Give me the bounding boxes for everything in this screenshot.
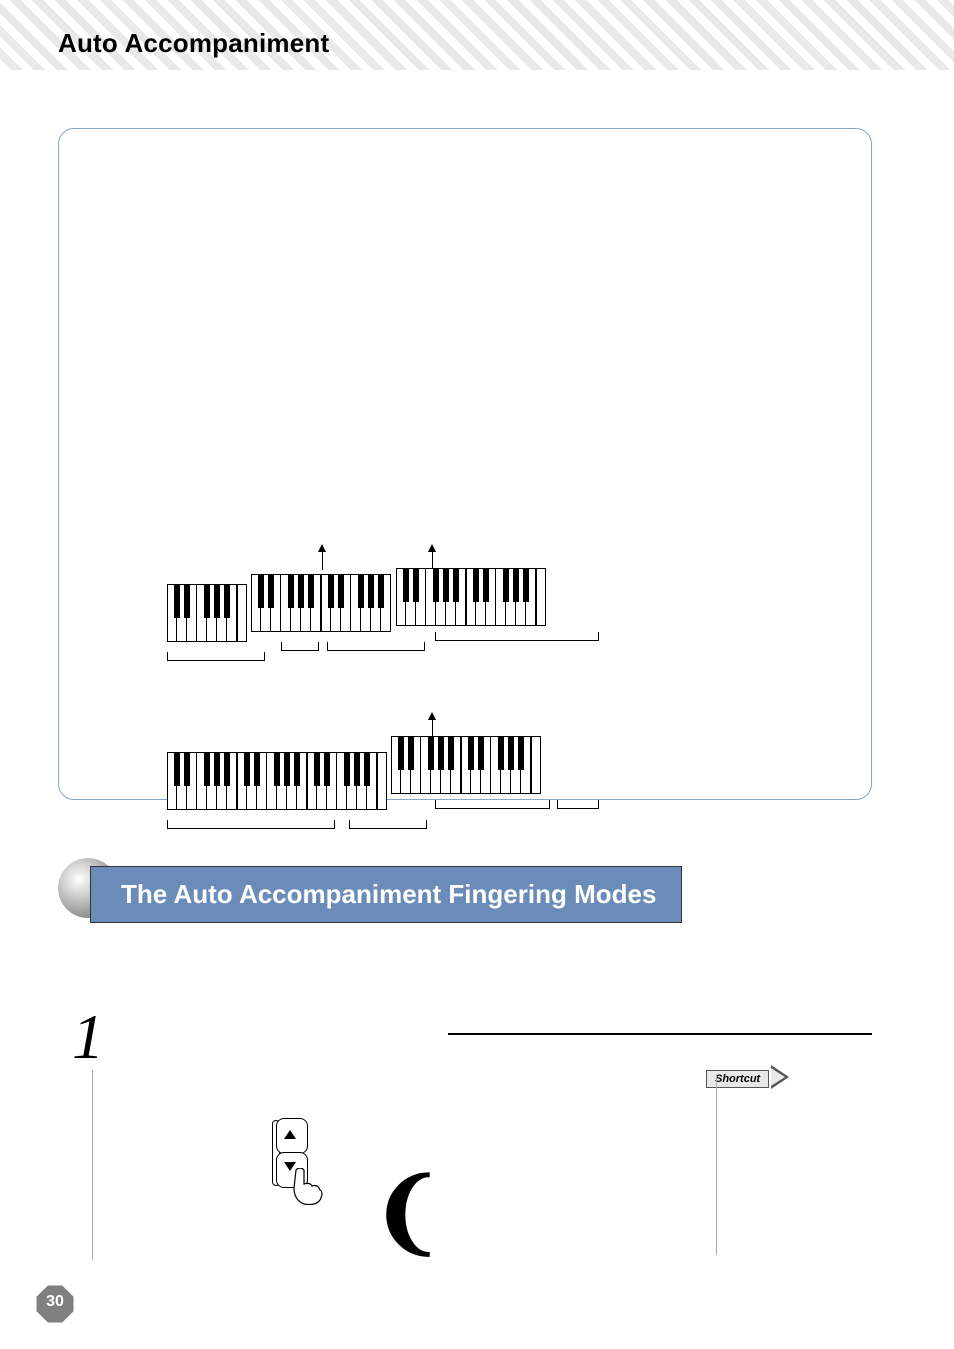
up-down-button-illustration (272, 1118, 314, 1198)
kb2-seg2 (391, 736, 541, 794)
keyboard-diagram-2 (167, 742, 541, 800)
shortcut-hr (448, 1033, 872, 1035)
keyboard-1 (167, 574, 546, 632)
header-title: Auto Accompaniment (58, 28, 329, 59)
step-1-vline (92, 1070, 93, 1260)
bracket-1b (281, 642, 319, 651)
section-heading-wrap: The Auto Accompaniment Fingering Modes (58, 866, 682, 923)
bracket-1d (435, 632, 599, 641)
bracket-1c (327, 642, 425, 651)
bracket-1a (167, 652, 265, 661)
bracket-2c (435, 800, 550, 809)
section-heading: The Auto Accompaniment Fingering Modes (90, 866, 682, 923)
finger-icon (290, 1168, 326, 1208)
kb1-seg3 (396, 568, 546, 626)
page-number: 30 (36, 1293, 74, 1311)
bracket-2d (557, 800, 599, 809)
bracket-2a (167, 820, 335, 829)
triangle-up-icon (284, 1130, 296, 1139)
page: Auto Accompaniment (0, 0, 954, 1349)
kb1-seg1 (167, 584, 247, 642)
main-panel (58, 128, 872, 800)
bracket-2b (349, 820, 427, 829)
step-number-1: 1 (72, 1000, 104, 1074)
keyboard-2 (167, 742, 541, 800)
kb2-seg1 (167, 752, 387, 810)
brace-fragment: ❨ (370, 1160, 445, 1265)
page-number-badge: 30 (36, 1285, 74, 1323)
kb1-seg2 (251, 574, 391, 632)
arrow-right-icon (771, 1065, 789, 1089)
shortcut-vline (716, 1075, 717, 1255)
keyboard-diagram-1 (167, 574, 546, 632)
